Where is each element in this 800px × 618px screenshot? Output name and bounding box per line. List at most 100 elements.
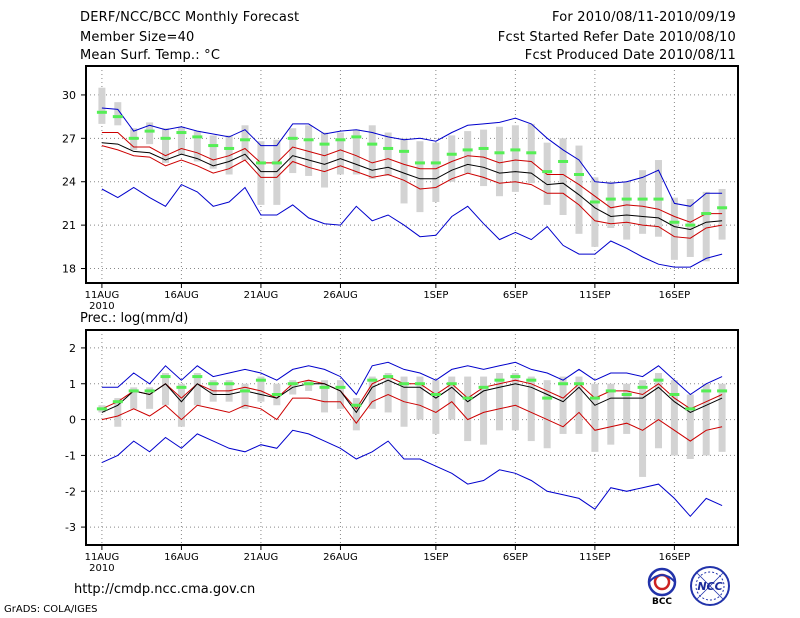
- temp-box-21: [416, 141, 424, 213]
- prec-median-mark-34: [621, 393, 632, 396]
- temp-median-mark-2: [112, 115, 123, 119]
- temp-xtick-label-1: 16AUG: [164, 290, 199, 301]
- temp-median-mark-39: [701, 212, 712, 216]
- prec-box-23: [448, 376, 456, 420]
- temp-median-mark-7: [192, 135, 203, 139]
- produced-date: Fcst Produced Date 2010/08/11: [524, 48, 736, 63]
- grads-credit: GrADS: COLA/IGES: [4, 604, 98, 615]
- prec-median-mark-35: [637, 385, 648, 389]
- prec-median-mark-1: [96, 407, 107, 411]
- bcc-logo-text: BCC: [652, 597, 672, 606]
- temp-xtick-label-6: 11SEP: [579, 290, 610, 301]
- temp-box-5: [162, 128, 170, 163]
- temp-box-32: [591, 177, 599, 247]
- temp-xtick-label-5: 6SEP: [503, 290, 528, 301]
- prec-median-mark-2: [112, 400, 123, 404]
- prec-median-mark-24: [462, 396, 473, 400]
- temp-median-mark-26: [494, 151, 505, 155]
- prec-box-21: [416, 376, 424, 420]
- variable-label: Mean Surf. Temp.: °C: [80, 48, 221, 63]
- prec-median-mark-9: [224, 382, 235, 386]
- prec-box-37: [670, 380, 678, 456]
- prec-median-mark-29: [542, 396, 553, 400]
- temp-ytick-label-4: 30: [62, 89, 76, 102]
- prec-xtick-label-6: 11SEP: [579, 552, 610, 563]
- temp-median-mark-30: [558, 159, 569, 163]
- prec-box-19: [384, 373, 392, 413]
- temp-box-33: [607, 181, 615, 229]
- temp-xtick-label-0: 11AUG: [85, 290, 120, 301]
- prec-median-mark-20: [399, 382, 410, 386]
- temp-median-mark-35: [637, 197, 648, 201]
- temp-ytick-label-0: 18: [62, 263, 76, 276]
- prec-xtick-sublabel-0: 2010: [89, 563, 114, 574]
- temp-max-line: [101, 107, 723, 207]
- temp-ytick-label-2: 24: [62, 176, 76, 189]
- temp-box-31: [575, 145, 583, 234]
- prec-plot-frame: [85, 329, 739, 546]
- prec-box-29: [543, 380, 551, 449]
- temp-box-34: [623, 181, 631, 240]
- temp-median-mark-16: [335, 138, 346, 142]
- ncc-logo-text: NCC: [697, 580, 722, 593]
- temp-median-mark-13: [287, 136, 298, 140]
- temp-median-mark-34: [621, 197, 632, 201]
- temp-median-mark-4: [144, 129, 155, 133]
- temp-median-mark-38: [685, 223, 696, 227]
- prec-median-mark-26: [494, 378, 505, 382]
- temp-median-mark-36: [653, 197, 664, 201]
- prec-median-mark-33: [605, 389, 616, 393]
- prec-ytick-label-5: 2: [69, 342, 76, 355]
- temp-box-13: [289, 128, 297, 174]
- prec-median-mark-28: [526, 378, 537, 382]
- temp-median-mark-5: [160, 136, 171, 140]
- prec-median-mark-3: [128, 389, 139, 393]
- prec-median-mark-5: [160, 375, 171, 379]
- prec-median-mark-17: [351, 403, 362, 407]
- temp-xtick-label-2: 21AUG: [244, 290, 279, 301]
- temp-xtick-label-7: 16SEP: [659, 290, 690, 301]
- prec-box-30: [559, 376, 567, 434]
- prec-median-mark-22: [430, 393, 441, 396]
- prec-box-3: [130, 387, 138, 409]
- temp-box-37: [670, 197, 678, 260]
- temp-box-27: [511, 125, 519, 192]
- prec-box-31: [575, 376, 583, 434]
- prec-xtick-label-4: 1SEP: [423, 552, 448, 563]
- prec-box-34: [623, 383, 631, 434]
- prec-median-mark-23: [446, 382, 457, 386]
- prec-median-mark-13: [287, 382, 298, 386]
- prec-ytick-label-2: -1: [65, 449, 76, 462]
- temp-min-line: [101, 183, 723, 268]
- prec-median-mark-39: [701, 389, 712, 393]
- ncc-logo: NCC: [690, 566, 730, 606]
- temp-box-40: [718, 188, 726, 240]
- prec-min-line: [101, 429, 723, 518]
- temp-median-mark-14: [303, 138, 314, 142]
- prec-xtick-label-0: 11AUG: [85, 552, 120, 563]
- prec-ytick-label-0: -3: [65, 521, 76, 534]
- prec-box-36: [654, 373, 662, 449]
- prec-max-line: [101, 361, 723, 396]
- prec-panel-title: Prec.: log(mm/d): [80, 311, 188, 326]
- temp-box-30: [559, 138, 567, 216]
- temp-box-8: [209, 135, 217, 169]
- temp-median-mark-15: [319, 142, 330, 146]
- temp-box-38: [686, 199, 694, 257]
- source-url[interactable]: http://cmdp.ncc.cma.gov.cn: [74, 582, 256, 597]
- prec-box-6: [177, 383, 185, 427]
- temp-lower-line: [101, 145, 723, 239]
- temp-box-20: [400, 138, 408, 204]
- prec-median-mark-12: [271, 393, 282, 396]
- temp-median-mark-1: [96, 110, 107, 114]
- temp-median-mark-12: [271, 161, 282, 165]
- forecast-period: For 2010/08/11-2010/09/19: [552, 10, 736, 25]
- prec-xtick-label-5: 6SEP: [503, 552, 528, 563]
- prec-median-mark-37: [669, 393, 680, 396]
- temp-box-19: [384, 132, 392, 176]
- prec-median-mark-8: [208, 382, 219, 386]
- prec-box-17: [352, 398, 360, 431]
- prec-median-mark-11: [255, 378, 266, 382]
- prec-box-27: [511, 373, 519, 431]
- temp-median-mark-21: [414, 161, 425, 165]
